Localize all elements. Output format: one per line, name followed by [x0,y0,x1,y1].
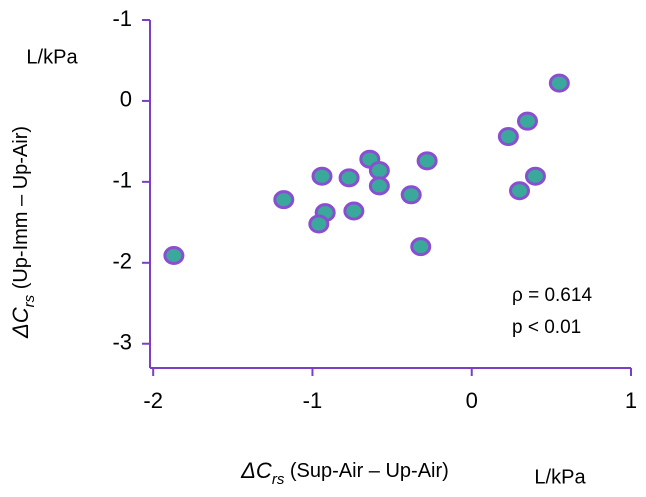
label-subscript: rs [272,471,285,488]
y-tick-label: 0 [120,87,132,112]
y-tick-label: -3 [112,330,132,355]
x-tick-label: 1 [625,388,637,413]
point [368,176,390,196]
point [343,201,365,221]
point [311,166,333,186]
point [524,166,546,186]
x-tick-label: -2 [143,388,163,413]
point [308,214,330,234]
point [368,161,390,181]
label-symbol: ΔC [240,458,272,483]
axis-label: ΔCrs (Up-Imm – Up-Air) [8,126,39,339]
point [516,111,538,131]
axis-label: ΔCrs (Sup-Air – Up-Air) [240,458,449,489]
annotation: p < 0.01 [512,317,581,338]
label-symbol: ΔC [8,307,33,339]
point [400,185,422,205]
y-tick-label: -2 [112,249,132,274]
x-unit: L/kPa [534,466,586,488]
point [497,127,519,147]
point [416,151,438,171]
point [410,237,432,257]
y-tick-label: -1 [112,6,132,31]
annotation: ρ = 0.614 [512,285,592,306]
point [338,168,360,188]
point [548,73,570,93]
label-text: (Sup-Air – Up-Air) [284,460,448,482]
x-tick-label: -1 [303,388,323,413]
point [163,246,185,266]
label-subscript: rs [21,294,38,307]
y-tick-label: -1 [112,168,132,193]
label-text: (Up-Imm – Up-Air) [10,126,32,295]
point [273,190,295,210]
x-tick-label: 0 [466,388,478,413]
point [509,181,531,201]
y-unit: L/kPa [26,46,78,68]
